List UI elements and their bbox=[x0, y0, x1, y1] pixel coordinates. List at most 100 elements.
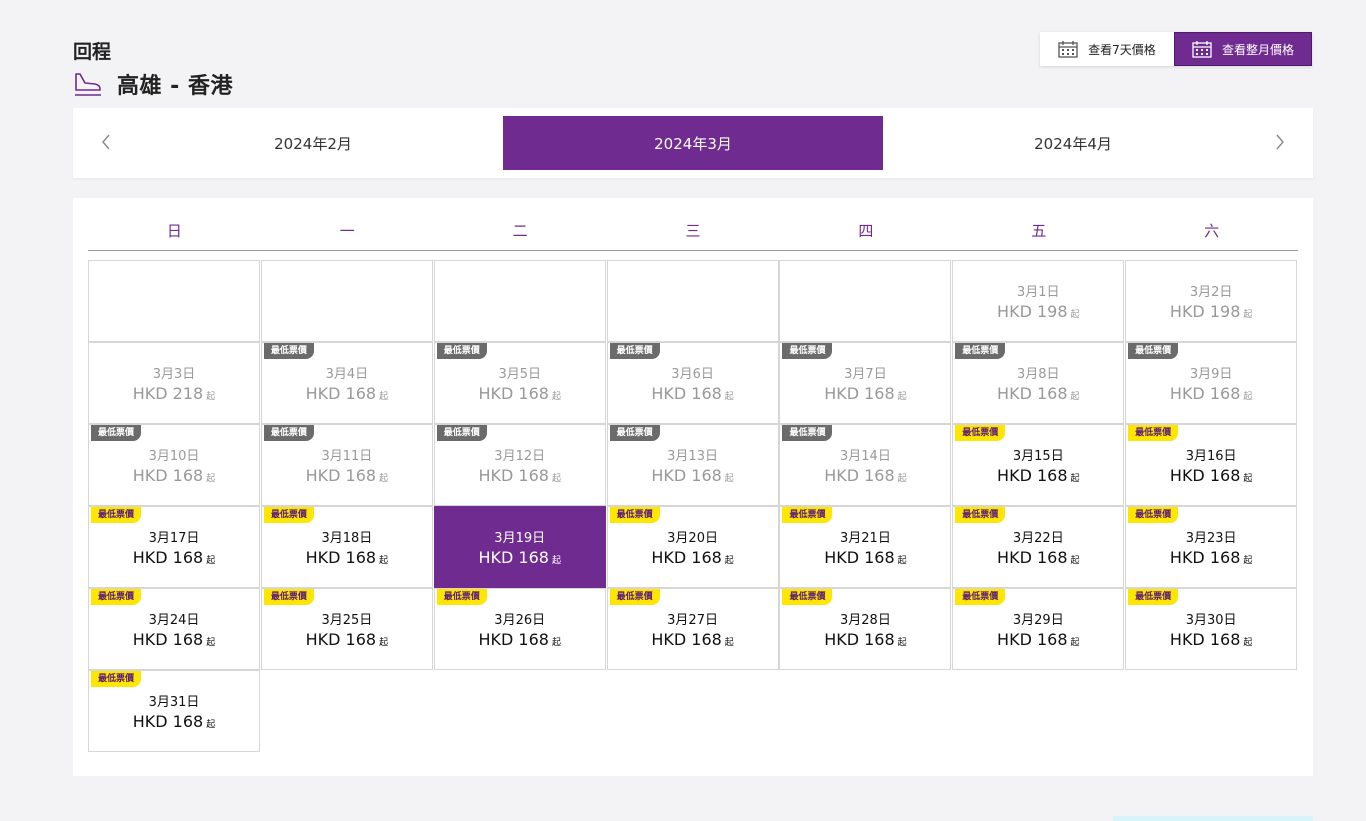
calendar-day-cell[interactable]: 最低票價 3月13日 HKD 168 起 bbox=[606, 424, 779, 506]
day-price: HKD 168 起 bbox=[953, 384, 1123, 403]
day-price: HKD 168 起 bbox=[435, 384, 605, 403]
calendar-day-cell[interactable]: 最低票價 3月18日 HKD 168 起 bbox=[260, 506, 433, 588]
calendar-day-cell[interactable]: 最低票價 3月14日 HKD 168 起 bbox=[779, 424, 952, 506]
price-from-suffix: 起 bbox=[206, 638, 216, 648]
bottom-panel-edge bbox=[1113, 816, 1313, 821]
view-7-days-button[interactable]: 查看7天價格 bbox=[1040, 32, 1174, 66]
day-price: HKD 168 起 bbox=[953, 548, 1123, 567]
calendar-day-cell[interactable]: 最低票價 3月6日 HKD 168 起 bbox=[606, 342, 779, 424]
calendar-day-cell[interactable]: 最低票價 3月12日 HKD 168 起 bbox=[433, 424, 606, 506]
price-value: HKD 168 bbox=[997, 548, 1068, 567]
lowest-fare-badge: 最低票價 bbox=[609, 589, 660, 605]
calendar-day-cell[interactable]: 最低票價 3月10日 HKD 168 起 bbox=[88, 424, 260, 506]
calendar-day-cell[interactable]: 最低票價 3月27日 HKD 168 起 bbox=[606, 588, 779, 670]
calendar-day-cell[interactable]: 最低票價 3月29日 HKD 168 起 bbox=[952, 588, 1125, 670]
day-price: HKD 168 起 bbox=[89, 466, 259, 485]
lowest-fare-badge: 最低票價 bbox=[91, 671, 142, 687]
calendar-day-cell[interactable]: 最低票價 3月4日 HKD 168 起 bbox=[260, 342, 433, 424]
day-date: 3月3日 bbox=[152, 367, 196, 382]
day-date: 3月21日 bbox=[840, 531, 891, 546]
calendar-day-cell[interactable]: 3月3日 HKD 218 起 bbox=[88, 342, 260, 424]
lowest-fare-badge: 最低票價 bbox=[1128, 507, 1179, 523]
lowest-fare-badge: 最低票價 bbox=[955, 507, 1006, 523]
calendar-day-cell[interactable]: 3月19日 HKD 168 起 bbox=[433, 506, 606, 588]
lowest-fare-badge: 最低票價 bbox=[436, 343, 487, 359]
price-from-suffix: 起 bbox=[724, 556, 734, 566]
price-value: HKD 168 bbox=[824, 466, 895, 485]
weekday-label: 一 bbox=[339, 222, 355, 240]
price-value: HKD 168 bbox=[132, 548, 204, 567]
lowest-fare-badge: 最低票價 bbox=[955, 343, 1006, 359]
calendar-day-cell[interactable]: 最低票價 3月31日 HKD 168 起 bbox=[88, 670, 260, 752]
price-value: HKD 168 bbox=[478, 466, 549, 485]
day-date: 3月23日 bbox=[1185, 531, 1237, 546]
chevron-left-icon[interactable] bbox=[99, 132, 113, 152]
day-price: HKD 168 起 bbox=[262, 630, 432, 649]
weekday-label: 三 bbox=[685, 222, 701, 240]
calendar-cell-empty bbox=[88, 260, 260, 342]
price-value: HKD 168 bbox=[305, 630, 377, 649]
day-date: 3月7日 bbox=[844, 367, 887, 382]
day-date: 3月19日 bbox=[494, 531, 546, 546]
price-value: HKD 168 bbox=[1169, 630, 1241, 649]
price-from-suffix: 起 bbox=[724, 638, 734, 648]
calendar-day-cell[interactable]: 最低票價 3月15日 HKD 168 起 bbox=[952, 424, 1125, 506]
day-price: HKD 168 起 bbox=[435, 466, 605, 485]
plane-landing-icon bbox=[75, 73, 101, 96]
price-value: HKD 168 bbox=[997, 384, 1068, 403]
day-date: 3月17日 bbox=[148, 531, 200, 546]
month-tab-current[interactable]: 2024年3月 bbox=[503, 116, 883, 170]
calendar-day-cell[interactable]: 最低票價 3月7日 HKD 168 起 bbox=[779, 342, 952, 424]
price-from-suffix: 起 bbox=[1070, 392, 1080, 402]
calendar-cell-empty bbox=[260, 260, 433, 342]
calendar-day-cell[interactable]: 最低票價 3月25日 HKD 168 起 bbox=[260, 588, 433, 670]
calendar-day-cell[interactable]: 最低票價 3月20日 HKD 168 起 bbox=[606, 506, 779, 588]
price-from-suffix: 起 bbox=[724, 392, 734, 402]
calendar-day-cell[interactable]: 最低票價 3月16日 HKD 168 起 bbox=[1125, 424, 1298, 506]
calendar-day-cell[interactable]: 3月1日 HKD 198 起 bbox=[952, 260, 1125, 342]
view-full-month-label: 查看整月價格 bbox=[1221, 42, 1294, 57]
price-value: HKD 168 bbox=[478, 384, 549, 403]
calendar-day-cell[interactable]: 最低票價 3月26日 HKD 168 起 bbox=[433, 588, 606, 670]
price-from-suffix: 起 bbox=[551, 474, 561, 484]
day-date: 3月9日 bbox=[1189, 367, 1233, 382]
day-date: 3月16日 bbox=[1185, 449, 1237, 464]
calendar-day-cell[interactable]: 最低票價 3月17日 HKD 168 起 bbox=[88, 506, 260, 588]
calendar-cell-empty bbox=[606, 260, 779, 342]
calendar-day-cell[interactable]: 最低票價 3月23日 HKD 168 起 bbox=[1125, 506, 1298, 588]
lowest-fare-badge: 最低票價 bbox=[436, 589, 487, 605]
calendar-cell-empty bbox=[433, 260, 606, 342]
day-price: HKD 168 起 bbox=[608, 466, 778, 485]
price-value: HKD 168 bbox=[824, 548, 895, 567]
calendar-day-cell[interactable]: 最低票價 3月21日 HKD 168 起 bbox=[779, 506, 952, 588]
lowest-fare-badge: 最低票價 bbox=[782, 589, 833, 605]
lowest-fare-badge: 最低票價 bbox=[782, 507, 833, 523]
lowest-fare-badge: 最低票價 bbox=[1128, 589, 1179, 605]
calendar-day-cell[interactable]: 最低票價 3月24日 HKD 168 起 bbox=[88, 588, 260, 670]
weekday-label: 二 bbox=[512, 222, 528, 240]
day-price: HKD 168 起 bbox=[608, 548, 778, 567]
month-tab-next[interactable]: 2024年4月 bbox=[1034, 134, 1112, 153]
price-value: HKD 168 bbox=[305, 384, 377, 403]
calendar-day-cell[interactable]: 最低票價 3月9日 HKD 168 起 bbox=[1125, 342, 1298, 424]
calendar-day-cell[interactable]: 3月2日 HKD 198 起 bbox=[1125, 260, 1298, 342]
day-date: 3月18日 bbox=[321, 531, 373, 546]
calendar-day-cell[interactable]: 最低票價 3月28日 HKD 168 起 bbox=[779, 588, 952, 670]
lowest-fare-badge: 最低票價 bbox=[1128, 343, 1179, 359]
chevron-right-icon[interactable] bbox=[1273, 132, 1287, 152]
price-value: HKD 168 bbox=[132, 466, 204, 485]
lowest-fare-badge: 最低票價 bbox=[609, 343, 660, 359]
calendar-day-cell[interactable]: 最低票價 3月30日 HKD 168 起 bbox=[1125, 588, 1298, 670]
calendar-day-cell[interactable]: 最低票價 3月22日 HKD 168 起 bbox=[952, 506, 1125, 588]
calendar-day-cell[interactable]: 最低票價 3月5日 HKD 168 起 bbox=[433, 342, 606, 424]
view-full-month-button[interactable]: 查看整月價格 bbox=[1174, 32, 1312, 66]
weekday-label: 六 bbox=[1204, 222, 1220, 240]
calendar-day-cell[interactable]: 最低票價 3月8日 HKD 168 起 bbox=[952, 342, 1125, 424]
price-from-suffix: 起 bbox=[206, 556, 216, 566]
price-value: HKD 168 bbox=[305, 466, 377, 485]
price-from-suffix: 起 bbox=[1070, 556, 1080, 566]
price-value: HKD 168 bbox=[1169, 466, 1241, 485]
month-tab-prev[interactable]: 2024年2月 bbox=[274, 134, 352, 153]
trip-direction-label: 回程 bbox=[73, 41, 112, 63]
calendar-day-cell[interactable]: 最低票價 3月11日 HKD 168 起 bbox=[260, 424, 433, 506]
